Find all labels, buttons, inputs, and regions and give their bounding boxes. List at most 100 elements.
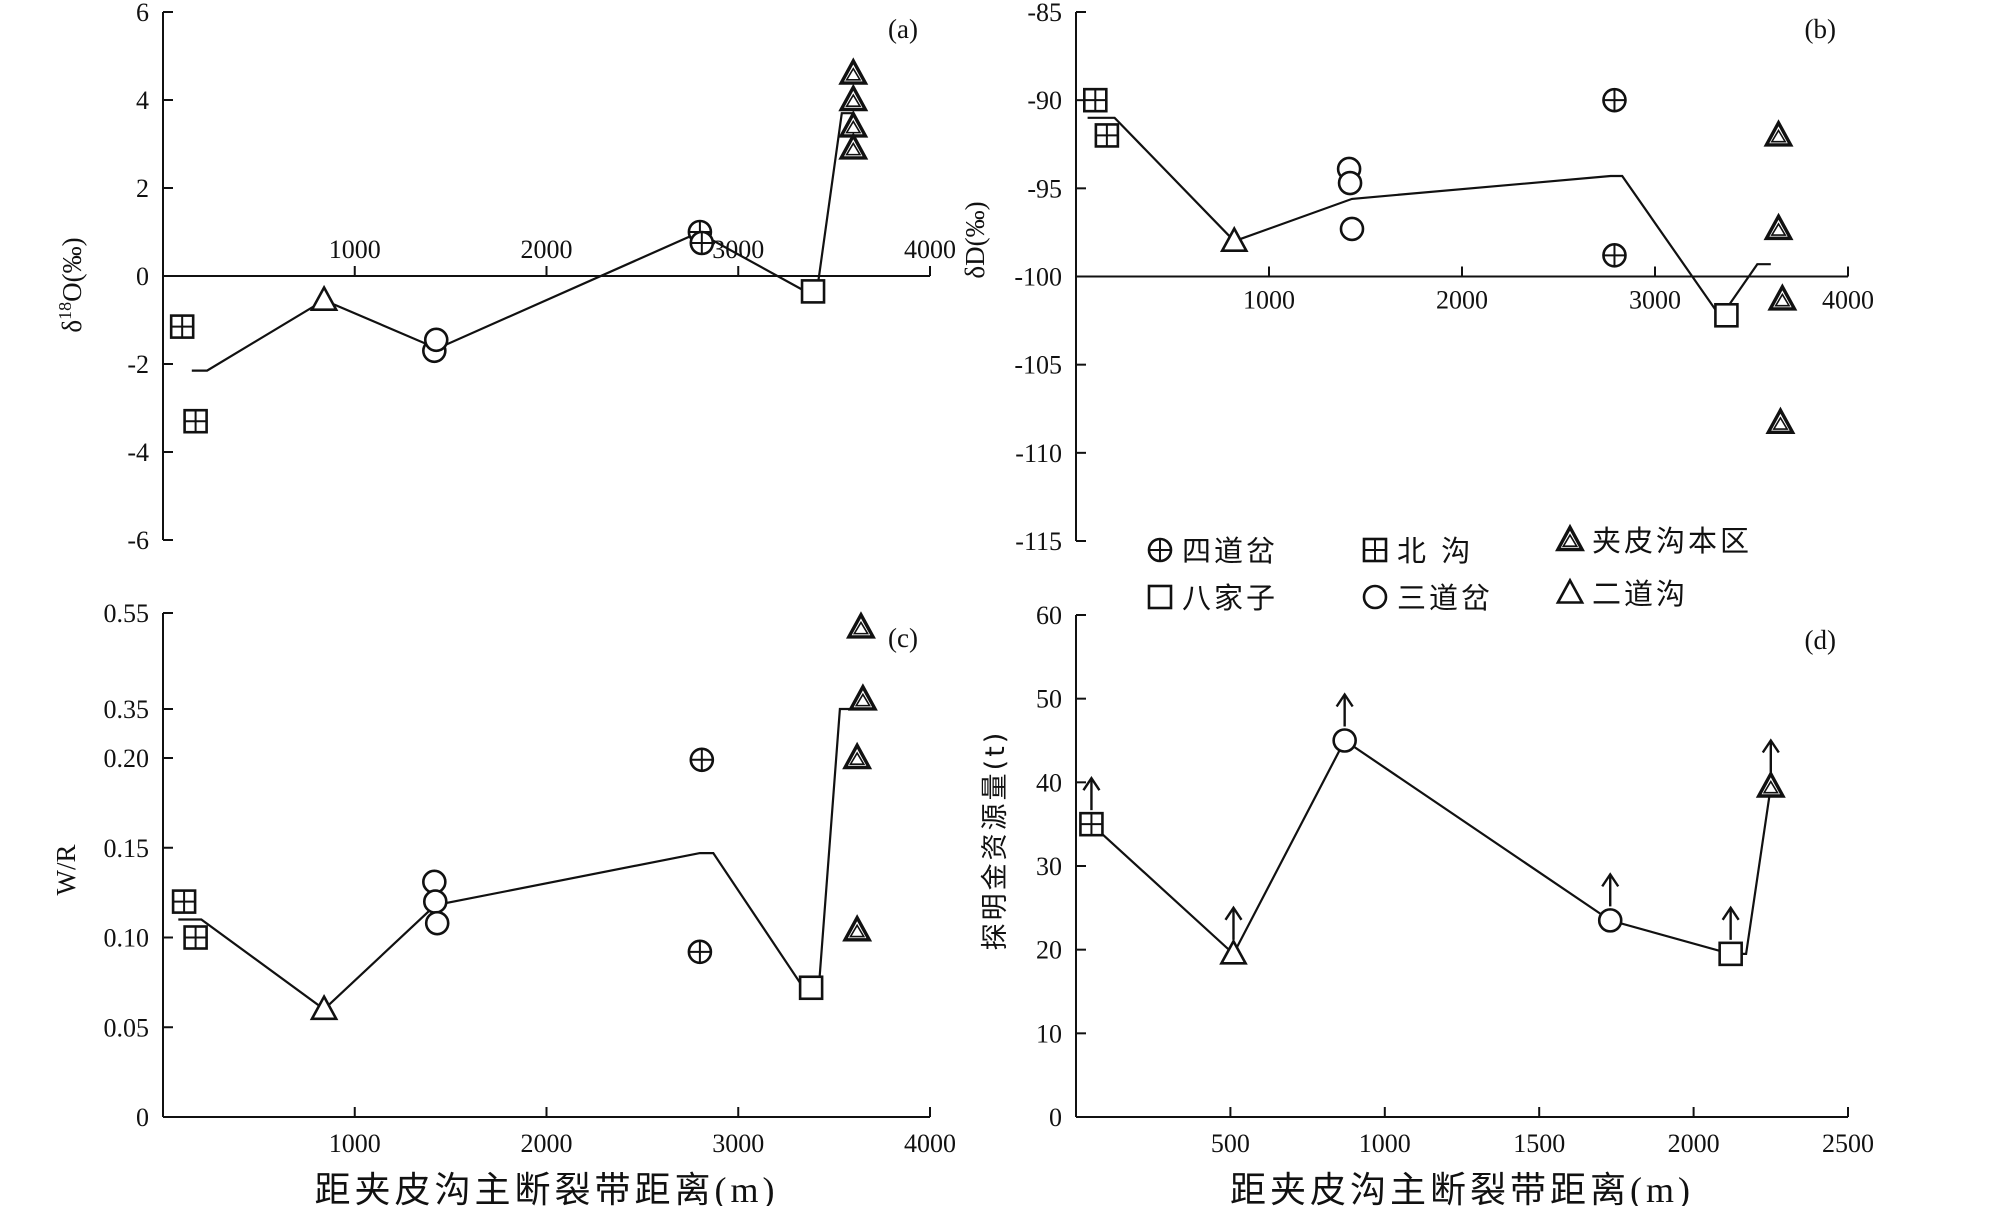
trend-line: [1087, 116, 1771, 320]
y-tick-label: -2: [127, 350, 149, 379]
y-tick-label: 2: [136, 174, 149, 203]
y-tick-label: -90: [1027, 86, 1062, 115]
legend-label: 二道沟: [1592, 577, 1688, 611]
y-tick-label: 0.20: [104, 744, 150, 773]
data-point-square: [1714, 302, 1739, 328]
y-axis-title-delta: δ: [57, 320, 87, 333]
legend-marker-triangle-dotted: [1555, 523, 1585, 552]
y-tick-label: 30: [1036, 852, 1062, 881]
data-point-triangle-dotted: [1755, 770, 1786, 798]
panel-label: (a): [888, 14, 918, 44]
legend-item: 夹皮沟本区: [1555, 523, 1752, 558]
data-point-triangle: [309, 993, 339, 1021]
legend-marker-square: [1147, 584, 1173, 610]
up-arrow: [1082, 776, 1101, 811]
x-tick-label: 1000: [1243, 286, 1295, 315]
x-tick-label: 3000: [712, 235, 764, 264]
y-axis-title: δ18O(‰): [55, 237, 87, 332]
data-point-triangle: [309, 284, 339, 311]
legend-label: 北 沟: [1397, 534, 1473, 568]
y-tick-label: 0.55: [104, 599, 150, 628]
x-tick-label: 4000: [904, 235, 956, 264]
x-tick-label: 2000: [1668, 1129, 1720, 1158]
data-point-triangle-dotted: [846, 611, 876, 639]
y-tick-label: 4: [136, 86, 149, 115]
data-point-triangle-dotted: [842, 741, 873, 770]
x-tick-label: 1000: [329, 235, 381, 264]
legend-marker-circle-cross: [1147, 537, 1173, 563]
legend-label: 八家子: [1182, 581, 1278, 615]
x-tick-label: 3000: [1629, 286, 1681, 315]
data-point-circle-cross: [1602, 243, 1627, 268]
x-tick-label: 4000: [904, 1129, 956, 1158]
data-point-square-cross: [1083, 87, 1108, 113]
data-point-triangle: [1219, 225, 1249, 253]
y-tick-label: -95: [1027, 174, 1062, 203]
data-point-circle: [1332, 728, 1357, 753]
panel-c-axes: 0 0.05 0.10 0.15 0.20 0.35 0.55 1000 2000 3000 400…: [51, 599, 956, 1206]
x-tick-label: 4000: [1822, 286, 1874, 315]
x-tick-label: 2000: [521, 1129, 573, 1158]
legend-item: 八家子: [1147, 581, 1278, 615]
up-arrow: [1721, 905, 1740, 940]
data-point-triangle-dotted: [1767, 283, 1798, 311]
data-point-triangle-dotted: [838, 57, 869, 85]
legend-label: 夹皮沟本区: [1592, 524, 1752, 558]
data-point-triangle-dotted: [838, 132, 869, 160]
panel-b-deltad: -85 -90 -95 -100 -105 -110 -115 1000 2000 3000 400…: [960, 0, 1874, 556]
up-arrow: [1761, 738, 1780, 773]
x-tick-label: 2000: [521, 235, 573, 264]
panel-d-axes: 0 10 20 30 40 50 60 500 1000 1500 2000 2500 距夹皮沟主断裂带…: [980, 601, 1874, 1206]
y-axis-title: W/R: [51, 845, 81, 896]
y-tick-label: -115: [1015, 527, 1062, 556]
trend-line: [1090, 738, 1772, 956]
data-point-square-cross: [169, 314, 195, 339]
data-point-square: [1718, 941, 1743, 967]
panel-d-gold-resources: 0 10 20 30 40 50 60 500 1000 1500 2000 2500 距夹皮沟主断裂带…: [980, 601, 1874, 1206]
legend-item: 北 沟: [1362, 534, 1473, 568]
x-tick-label: 1500: [1513, 1129, 1565, 1158]
data-point-triangle-dotted: [1765, 406, 1796, 435]
y-tick-label: -110: [1015, 439, 1062, 468]
data-point-circle-cross: [689, 747, 715, 773]
data-point-triangle-dotted: [847, 683, 878, 711]
y-tick-label: -100: [1014, 263, 1062, 292]
data-point-triangle-dotted: [842, 914, 873, 942]
y-axis-title: δD(‰): [960, 201, 990, 278]
data-point-square-cross: [183, 925, 208, 950]
y-tick-label: 50: [1036, 685, 1062, 714]
panel-c-water-rock-ratio: 0 0.05 0.10 0.15 0.20 0.35 0.55 1000 2000 3000 400…: [51, 599, 956, 1206]
y-tick-label: 40: [1036, 768, 1062, 797]
y-tick-label: 0.15: [104, 834, 150, 863]
x-tick-label: 500: [1211, 1129, 1250, 1158]
data-point-circle-cross: [687, 939, 713, 965]
data-point-square: [798, 975, 824, 1001]
panel-b-axes: -85 -90 -95 -100 -105 -110 -115 1000 2000 3000 400…: [960, 0, 1874, 556]
data-point-square-cross: [183, 408, 208, 434]
up-arrow: [1335, 692, 1354, 727]
data-point-triangle-dotted: [1763, 119, 1794, 147]
y-tick-label: 60: [1036, 601, 1062, 630]
x-tick-label: 1000: [329, 1129, 381, 1158]
data-point-circle: [1339, 216, 1365, 242]
panel-label: (b): [1805, 14, 1836, 44]
panel-a-axes: 6 4 2 0 -2 -4 -6 1000 2000 3000 4000 (a) δ18O(‰): [55, 0, 956, 555]
y-tick-label: 20: [1036, 936, 1062, 965]
data-point-circle-cross: [1602, 87, 1627, 113]
y-tick-label: 10: [1036, 1019, 1062, 1048]
y-tick-label: -85: [1027, 0, 1062, 27]
legend-marker-square-cross: [1362, 537, 1388, 563]
data-point-circle: [422, 889, 448, 914]
y-tick-label: 0: [1049, 1103, 1062, 1132]
legend-item: 二道沟: [1555, 577, 1688, 611]
data-point-triangle-dotted: [1763, 212, 1794, 241]
y-tick-label: 6: [136, 0, 149, 27]
y-tick-label: -6: [127, 526, 149, 555]
up-arrow: [1601, 872, 1620, 907]
panel-a-delta18o: 6 4 2 0 -2 -4 -6 1000 2000 3000 4000 (a) δ18O(‰): [55, 0, 956, 555]
panel-label: (c): [888, 623, 918, 653]
y-axis-title-tail: O(‰): [57, 237, 87, 301]
x-axis-title: 距夹皮沟主断裂带距离(m): [315, 1170, 779, 1206]
